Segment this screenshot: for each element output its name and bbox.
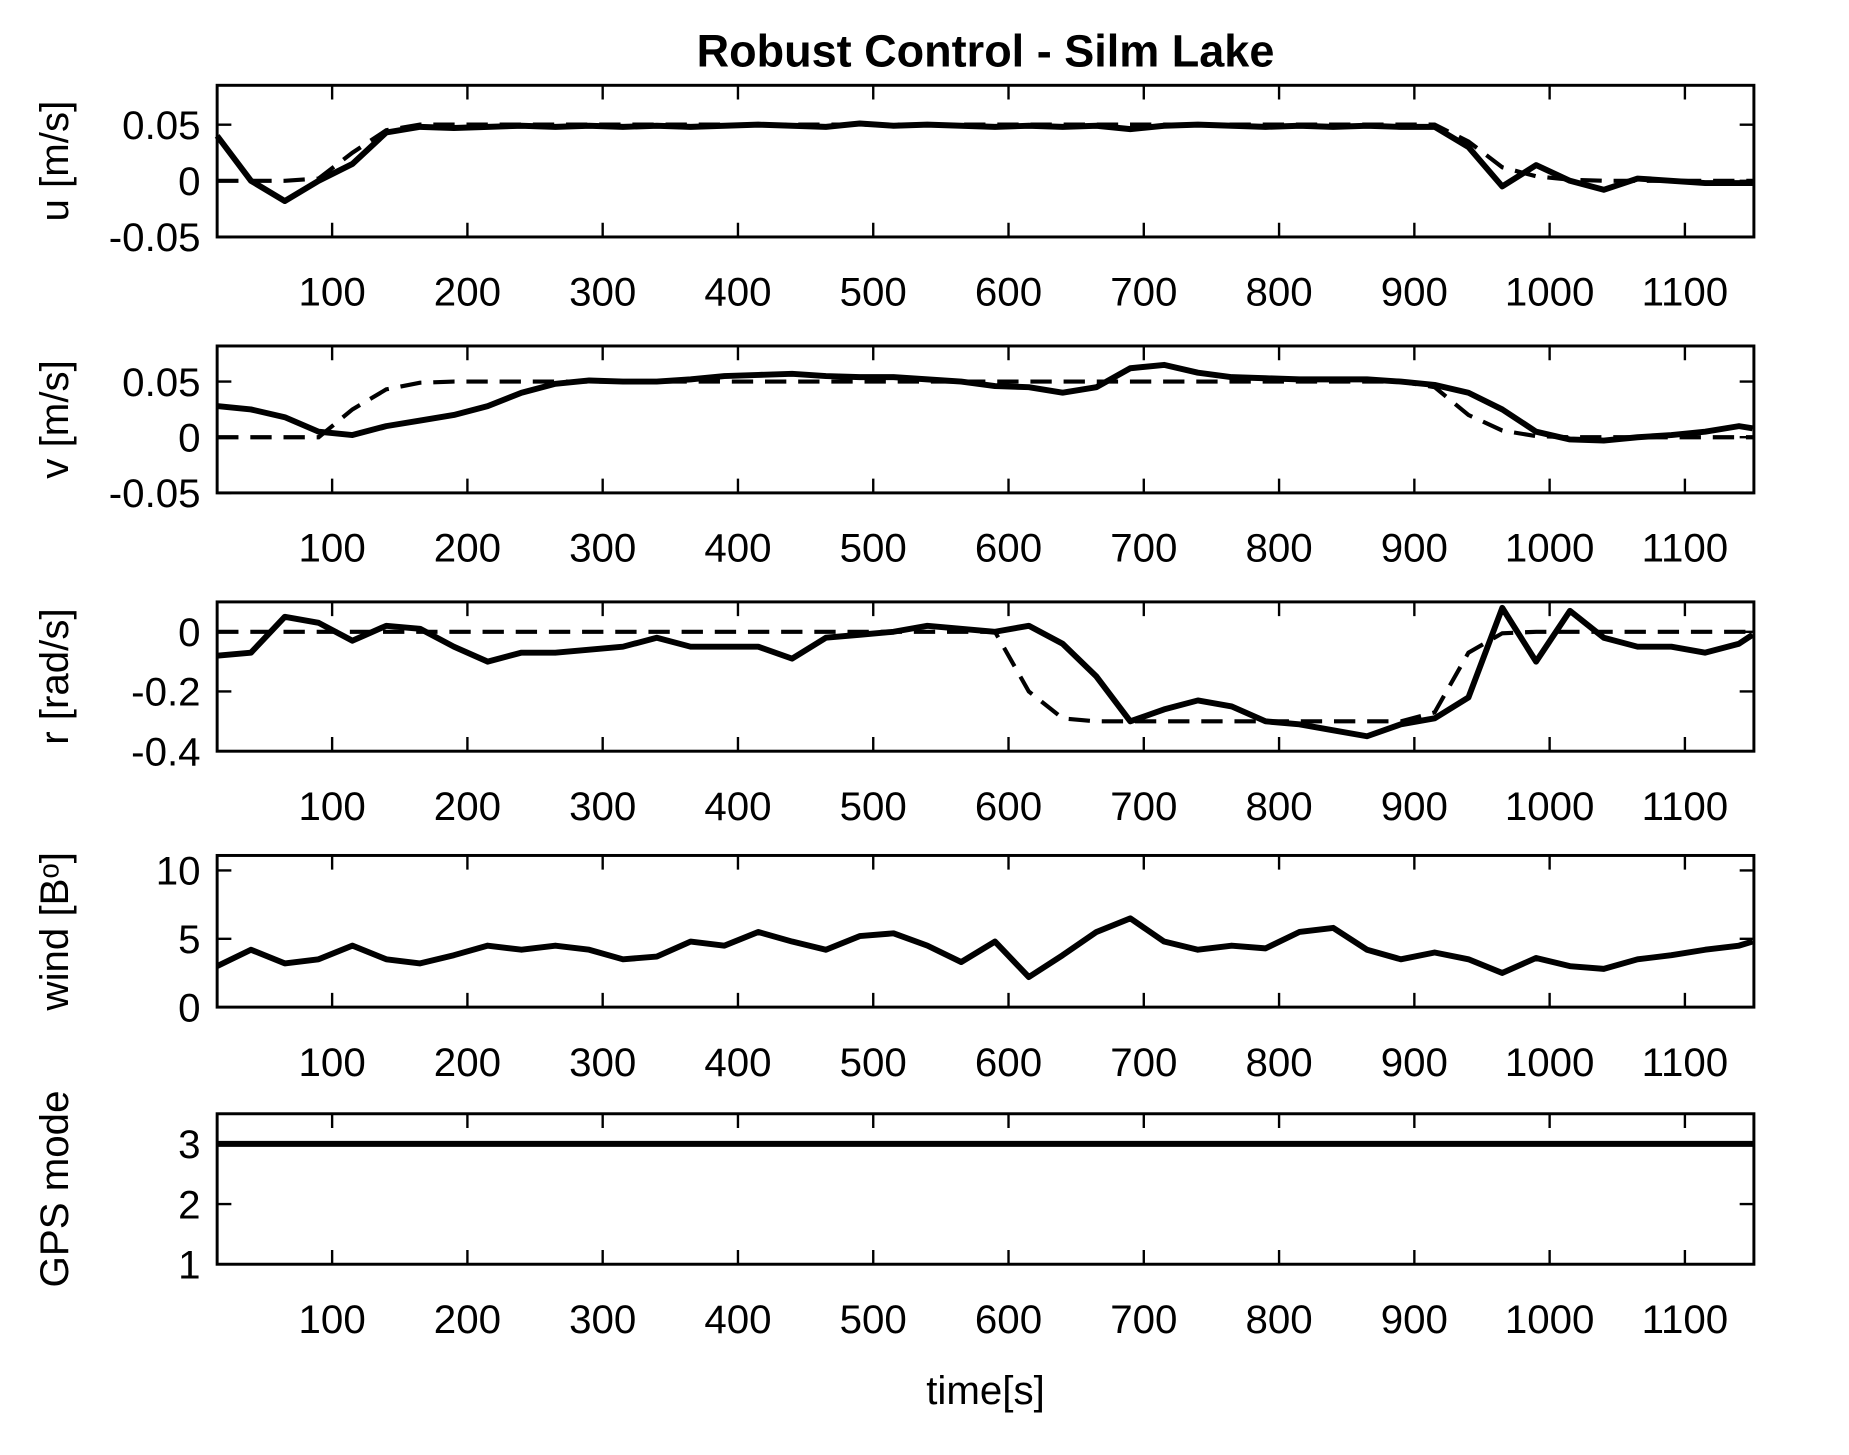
axes-background [217,601,1754,752]
chart-title: Robust Control - Silm Lake [697,25,1275,76]
x-tick-label: 800 [1245,1040,1312,1085]
y-tick-label: 0 [178,415,200,460]
y-tick-label: -0.05 [109,471,201,516]
x-tick-label: 600 [975,784,1042,829]
x-tick-label: 100 [299,1040,366,1085]
x-tick-label: 400 [704,270,771,315]
x-tick-label: 600 [975,1297,1042,1342]
x-tick-label: 1100 [1642,1040,1729,1085]
x-tick-label: 400 [704,1297,771,1342]
x-tick-label: 600 [975,526,1042,571]
axes-frame [215,600,1756,753]
x-tick-label: 1000 [1505,1040,1595,1085]
x-tick-label: 500 [840,784,907,829]
x-tick-label: 300 [569,1040,636,1085]
x-tick-label: 400 [704,1040,771,1085]
x-tick-label: 700 [1110,1040,1177,1085]
x-tick-label: 300 [569,1297,636,1342]
y-tick-label: 0 [178,159,200,204]
axes-frame [215,83,1756,239]
y-tick-label: 0.05 [122,103,200,148]
x-axis-label: time[s] [926,1368,1045,1413]
x-tick-label: 1000 [1505,526,1595,571]
x-tick-label: 900 [1381,270,1448,315]
x-tick-label: 200 [434,784,501,829]
x-tick-label: 700 [1110,1297,1177,1342]
x-tick-label: 700 [1110,784,1177,829]
y-axis-label: r [rad/s] [32,608,77,744]
x-tick-label: 500 [840,1297,907,1342]
x-tick-label: 800 [1245,270,1312,315]
axes-frame [215,853,1756,1009]
x-tick-label: 1000 [1505,270,1595,315]
y-tick-label: -0.2 [131,670,200,715]
y-tick-label: 3 [178,1122,200,1167]
y-tick-label: -0.05 [109,215,201,260]
y-tick-label: 5 [178,917,200,962]
x-tick-label: 1100 [1642,270,1729,315]
y-axis-label: wind [Bᵒ] [32,852,77,1011]
x-tick-label: 300 [569,270,636,315]
x-tick-label: 500 [840,270,907,315]
x-tick-label: 700 [1110,270,1177,315]
x-tick-label: 400 [704,784,771,829]
y-tick-label: 0.05 [122,360,200,405]
x-tick-label: 800 [1245,1297,1312,1342]
x-tick-label: 200 [434,1297,501,1342]
y-tick-label: 2 [178,1182,200,1227]
x-tick-label: 900 [1381,526,1448,571]
x-tick-label: 800 [1245,784,1312,829]
x-tick-label: 900 [1381,784,1448,829]
y-tick-label: 0 [178,610,200,655]
x-tick-label: 500 [840,526,907,571]
axes-background [217,1113,1754,1265]
axes-frame [215,344,1756,495]
x-tick-label: 1000 [1505,1297,1595,1342]
x-tick-label: 500 [840,1040,907,1085]
x-tick-label: 1100 [1642,784,1729,829]
x-tick-label: 400 [704,526,771,571]
axes-frame [215,1112,1756,1266]
x-tick-label: 1100 [1642,526,1729,571]
data-line [215,915,1754,981]
data-line [216,604,1755,740]
x-tick-label: 300 [569,784,636,829]
x-tick-label: 300 [569,526,636,571]
x-tick-label: 100 [299,784,366,829]
x-tick-label: 800 [1245,526,1312,571]
y-tick-label: 1 [178,1242,200,1287]
x-tick-label: 1100 [1642,1297,1729,1342]
x-tick-label: 200 [434,1040,501,1085]
data-line [216,361,1754,444]
x-tick-label: 100 [299,270,366,315]
x-tick-label: 1000 [1505,784,1595,829]
axes-background [217,855,1754,1008]
x-tick-label: 600 [975,1040,1042,1085]
data-line [214,120,1753,204]
x-tick-label: 100 [299,526,366,571]
x-tick-label: 600 [975,270,1042,315]
x-tick-label: 900 [1381,1297,1448,1342]
data-line [217,379,1753,440]
axes-background [217,85,1754,237]
x-tick-label: 700 [1110,526,1177,571]
x-tick-label: 100 [299,1297,366,1342]
y-tick-label: -0.4 [131,729,200,774]
x-tick-label: 900 [1381,1040,1448,1085]
x-tick-label: 200 [434,270,501,315]
y-axis-label: u [m/s] [32,101,77,222]
y-tick-label: 10 [156,849,201,894]
y-axis-label: v [m/s] [32,360,77,479]
x-tick-label: 200 [434,526,501,571]
axes-background [217,345,1754,493]
y-tick-label: 0 [178,985,200,1030]
y-axis-label: GPS mode [32,1091,77,1288]
